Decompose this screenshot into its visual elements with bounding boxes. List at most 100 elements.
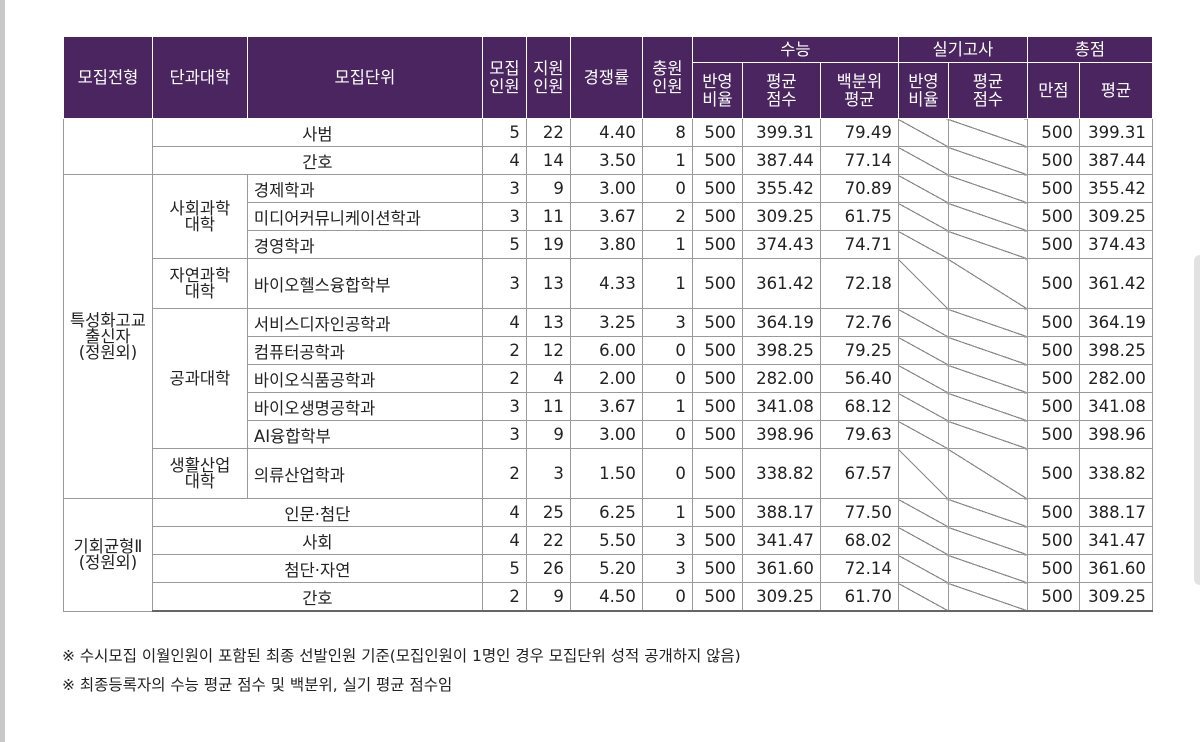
header-csat-ratio: 반영 비율 (691, 62, 743, 119)
rate-cell: 6.00 (569, 336, 643, 365)
table-row: 특성화고교 출신자 (정원외) 사회과학 대학 경제학과 3 9 3.00 0 500 355.42 7… (63, 174, 1153, 499)
practical-na-cell (897, 420, 949, 449)
applicants-cell: 19 (525, 230, 571, 259)
scrollbar-edge[interactable] (1194, 255, 1200, 585)
extra-cell: 1 (641, 498, 693, 527)
table-row: 컴퓨터공학과 2 12 6.00 0 500 398.25 79.25 500 398.25 (64, 336, 1153, 365)
header-total: 총점 (1026, 36, 1153, 63)
total-cell: 388.17 (1078, 498, 1153, 527)
practical-na-cell (897, 146, 949, 175)
quota-cell: 4 (481, 526, 527, 555)
rate-cell: 5.50 (569, 526, 643, 555)
unit-cell: 바이오헬스융합학부 (246, 258, 483, 309)
header-csat-avg: 평균 점수 (741, 62, 821, 119)
rate-cell: 3.50 (569, 146, 643, 175)
unit-cell: 첨단·자연 (151, 554, 483, 583)
applicants-cell: 4 (525, 364, 571, 393)
practical-na-cell (947, 420, 1028, 449)
unit-cell: AI융합학부 (246, 420, 483, 449)
total-cell: 355.42 (1078, 174, 1153, 203)
extra-cell: 1 (641, 258, 693, 309)
extra-cell: 0 (641, 448, 693, 499)
table-row: 사범 5 22 4.40 8 500 399.31 79.49 500 399.31 (63, 118, 1153, 175)
max-cell: 500 (1026, 336, 1080, 365)
practical-na-cell (947, 582, 1028, 612)
ratio-cell: 500 (691, 146, 743, 175)
applicants-cell: 11 (525, 392, 571, 421)
quota-cell: 3 (481, 392, 527, 421)
applicants-cell: 11 (525, 202, 571, 231)
header-csat-percentile: 백분위 평균 (819, 62, 899, 119)
practical-na-cell (897, 202, 949, 231)
pct-cell: 74.71 (819, 230, 899, 259)
quota-cell: 3 (481, 174, 527, 203)
practical-na-cell (897, 526, 949, 555)
practical-na-cell (947, 258, 1028, 309)
total-cell: 361.42 (1078, 258, 1153, 309)
practical-na-cell (947, 202, 1028, 231)
total-cell: 282.00 (1078, 364, 1153, 393)
header-practical-avg: 평균 점수 (947, 62, 1028, 119)
avg-cell: 398.96 (741, 420, 821, 449)
applicants-cell: 9 (525, 174, 571, 203)
applicants-cell: 14 (525, 146, 571, 175)
blank-type-cell (63, 118, 153, 175)
practical-na-cell (947, 308, 1028, 337)
header-practical: 실기고사 (897, 36, 1028, 63)
table-row: 첨단·자연 5 26 5.20 3 500 361.60 72.14 500 361.60 (64, 554, 1153, 583)
max-cell: 500 (1026, 146, 1080, 175)
footnote-2: ※ 최종등록자의 수능 평균 점수 및 백분위, 실기 평균 점수임 (62, 676, 453, 694)
practical-na-cell (947, 448, 1028, 499)
applicants-cell: 26 (525, 554, 571, 583)
window-left-border (0, 0, 5, 742)
applicants-cell: 9 (525, 420, 571, 449)
group-cell-special-type: 특성화고교 출신자 (정원외) (63, 174, 153, 499)
unit-cell: 간호 (151, 582, 483, 612)
table-row: 자연과학 대학 바이오헬스융합학부 3 13 4.33 1 500 361.42 72.18 500… (64, 258, 1153, 309)
rate-cell: 3.80 (569, 230, 643, 259)
ratio-cell: 500 (691, 202, 743, 231)
table-row: 기회균형Ⅱ (정원외) 인문·첨단 4 25 6.25 1 500 388.17 77.50 500… (63, 498, 1153, 612)
table-row: 미디어커뮤니케이션학과 3 11 3.67 2 500 309.25 61.75 500 309.… (64, 202, 1153, 231)
ratio-cell: 500 (691, 526, 743, 555)
ratio-cell: 500 (691, 258, 743, 309)
ratio-cell: 500 (691, 336, 743, 365)
applicants-cell: 13 (525, 258, 571, 309)
header-unit: 모집단위 (246, 36, 483, 119)
max-cell: 500 (1026, 118, 1080, 147)
max-cell: 500 (1026, 420, 1080, 449)
max-cell: 500 (1026, 554, 1080, 583)
applicants-cell: 22 (525, 118, 571, 147)
applicants-cell: 9 (525, 582, 571, 612)
extra-cell: 8 (641, 118, 693, 147)
max-cell: 500 (1026, 202, 1080, 231)
practical-na-cell (897, 336, 949, 365)
group-cell-balance-type: 기회균형Ⅱ (정원외) (63, 498, 153, 612)
avg-cell: 355.42 (741, 174, 821, 203)
rate-cell: 3.00 (569, 420, 643, 449)
applicants-cell: 22 (525, 526, 571, 555)
pct-cell: 68.02 (819, 526, 899, 555)
ratio-cell: 500 (691, 118, 743, 147)
quota-cell: 4 (481, 498, 527, 527)
max-cell: 500 (1026, 308, 1080, 337)
avg-cell: 388.17 (741, 498, 821, 527)
rate-cell: 1.50 (569, 448, 643, 499)
practical-na-cell (897, 308, 949, 337)
avg-cell: 374.43 (741, 230, 821, 259)
practical-na-cell (947, 526, 1028, 555)
ratio-cell: 500 (691, 230, 743, 259)
avg-cell: 361.42 (741, 258, 821, 309)
applicants-cell: 13 (525, 308, 571, 337)
quota-cell: 2 (481, 448, 527, 499)
total-cell: 398.25 (1078, 336, 1153, 365)
ratio-cell: 500 (691, 420, 743, 449)
pct-cell: 67.57 (819, 448, 899, 499)
pct-cell: 77.50 (819, 498, 899, 527)
pct-cell: 79.63 (819, 420, 899, 449)
practical-na-cell (897, 448, 949, 499)
practical-na-cell (947, 118, 1028, 147)
header-total-avg: 평균 (1078, 62, 1153, 119)
total-cell: 309.25 (1078, 582, 1153, 612)
extra-cell: 0 (641, 582, 693, 612)
